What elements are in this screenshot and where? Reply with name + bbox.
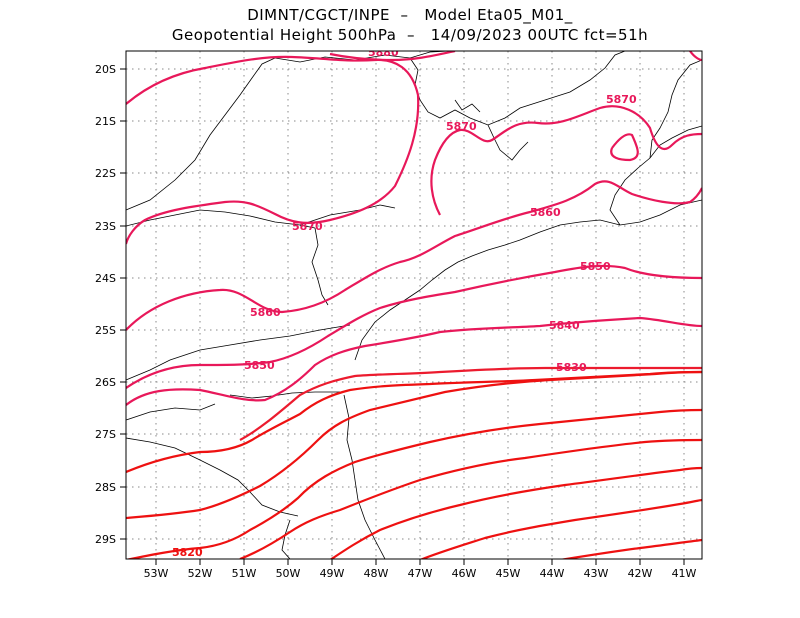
- contour-label: 5840: [549, 319, 580, 332]
- contour-label: 5860: [530, 206, 561, 219]
- lat-label: 23S: [95, 220, 116, 233]
- contour-5820-band-c: [126, 408, 702, 559]
- contour-5870-right: [689, 51, 702, 62]
- contour-5880: [329, 51, 456, 62]
- lat-label: 24S: [95, 272, 116, 285]
- map-title-line1: DIMNT/CGCT/INPE – Model Eta05_M01_: [247, 6, 573, 24]
- lat-label: 21S: [95, 115, 116, 128]
- contour-label: 5870: [292, 220, 323, 233]
- axis-ticks: [120, 68, 685, 565]
- lon-label: 50W: [276, 567, 301, 580]
- contour-5870-east: [430, 105, 702, 216]
- lon-label: 52W: [188, 567, 213, 580]
- contour-5820-band-b: [126, 370, 702, 520]
- contour-label: 5880: [368, 46, 399, 59]
- lon-label: 42W: [628, 567, 653, 580]
- lon-label: 41W: [672, 567, 697, 580]
- contour-5850: [126, 264, 702, 389]
- lat-label: 22S: [95, 167, 116, 180]
- contour-5820-band-a: [126, 370, 702, 474]
- lat-label: 20S: [95, 63, 116, 76]
- lat-label: 29S: [95, 533, 116, 546]
- lat-label: 27S: [95, 428, 116, 441]
- contour-label: 5850: [580, 260, 611, 273]
- grid-lines: [126, 51, 702, 559]
- lat-label: 26S: [95, 376, 116, 389]
- contour-label: 5850: [244, 359, 275, 372]
- lon-label: 43W: [584, 567, 609, 580]
- lat-label: 25S: [95, 324, 116, 337]
- contour-label: 5870: [446, 120, 477, 133]
- contour-5840: [126, 316, 702, 406]
- contour-5870-north: [126, 55, 420, 245]
- lon-label: 48W: [364, 567, 389, 580]
- lon-label: 49W: [320, 567, 345, 580]
- lon-label: 53W: [144, 567, 169, 580]
- lat-label: 28S: [95, 481, 116, 494]
- contour-5820-band-f: [419, 498, 702, 559]
- contour-5820-band-g: [559, 538, 702, 559]
- contour-label: 5820: [172, 546, 203, 559]
- contour-5870-loop: [610, 133, 639, 162]
- contour-label: 5860: [250, 306, 281, 319]
- lon-label: 45W: [496, 567, 521, 580]
- height-contours: [126, 51, 702, 559]
- contour-5820-band-d: [239, 438, 702, 559]
- plot-frame: [125, 50, 703, 560]
- contour-5860: [126, 180, 702, 331]
- contour-label: 5830: [556, 361, 587, 374]
- contour-5820-band-e: [329, 466, 702, 559]
- lon-label: 46W: [452, 567, 477, 580]
- contour-label: 5870: [606, 93, 637, 106]
- lat-axis-labels: 20S 21S 22S 23S 24S 25S 26S 27S 28S 29S: [95, 63, 116, 546]
- contour-label-group: 5880 5870 5870 5870 5860 5860 5850 5850 …: [172, 46, 637, 559]
- map-title-line2: Geopotential Height 500hPa – 14/09/2023 …: [171, 26, 649, 44]
- lon-label: 51W: [232, 567, 257, 580]
- lon-label: 44W: [540, 567, 565, 580]
- lon-axis-labels: 53W 52W 51W 50W 49W 48W 47W 46W 45W 44W …: [144, 567, 697, 580]
- contour-5830: [239, 366, 702, 441]
- lon-label: 47W: [408, 567, 433, 580]
